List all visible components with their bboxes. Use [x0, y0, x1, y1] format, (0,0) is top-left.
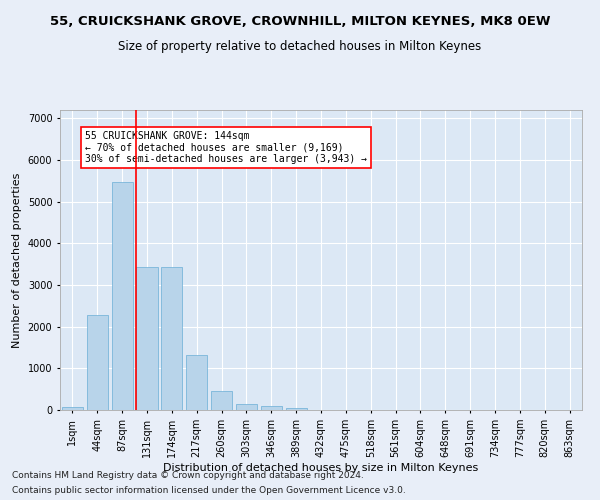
Bar — [236, 404, 257, 410]
Y-axis label: Number of detached properties: Number of detached properties — [12, 172, 22, 348]
Bar — [161, 267, 182, 410]
Bar — [136, 267, 158, 410]
Bar — [286, 408, 307, 410]
Bar — [261, 406, 282, 410]
Text: 55 CRUICKSHANK GROVE: 144sqm
← 70% of detached houses are smaller (9,169)
30% of: 55 CRUICKSHANK GROVE: 144sqm ← 70% of de… — [85, 131, 367, 164]
Bar — [87, 315, 108, 410]
Bar — [62, 406, 83, 410]
Text: Size of property relative to detached houses in Milton Keynes: Size of property relative to detached ho… — [118, 40, 482, 53]
Text: Contains public sector information licensed under the Open Government Licence v3: Contains public sector information licen… — [12, 486, 406, 495]
Bar — [211, 391, 232, 410]
Text: 55, CRUICKSHANK GROVE, CROWNHILL, MILTON KEYNES, MK8 0EW: 55, CRUICKSHANK GROVE, CROWNHILL, MILTON… — [50, 15, 550, 28]
Bar — [186, 356, 207, 410]
Text: Contains HM Land Registry data © Crown copyright and database right 2024.: Contains HM Land Registry data © Crown c… — [12, 471, 364, 480]
X-axis label: Distribution of detached houses by size in Milton Keynes: Distribution of detached houses by size … — [163, 462, 479, 472]
Bar — [112, 182, 133, 410]
